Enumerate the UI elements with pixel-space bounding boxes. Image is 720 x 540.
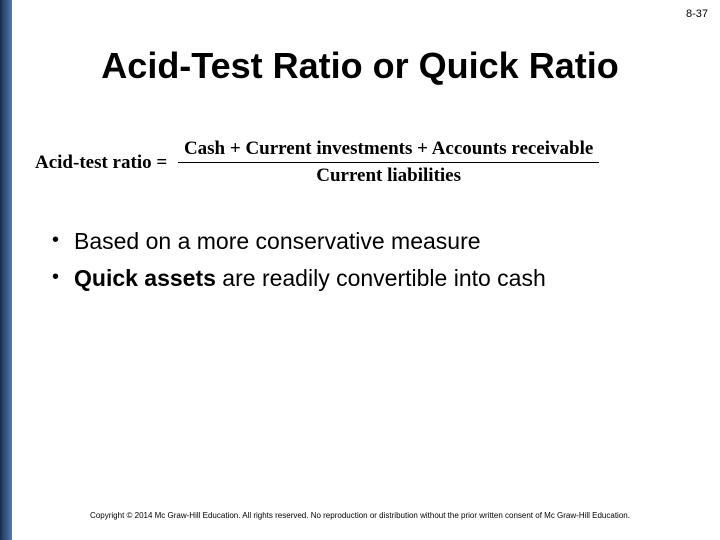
- slide-title: Acid-Test Ratio or Quick Ratio: [0, 45, 720, 87]
- bullet-text: Quick assets are readily convertible int…: [74, 262, 680, 295]
- bullet-list: • Based on a more conservative measure •…: [52, 225, 680, 300]
- bullet-tail: Based on a more conservative measure: [74, 228, 481, 254]
- list-item: • Based on a more conservative measure: [52, 225, 680, 258]
- bullet-text: Based on a more conservative measure: [74, 225, 680, 258]
- bullet-marker: •: [52, 262, 74, 292]
- bullet-marker: •: [52, 225, 74, 255]
- list-item: • Quick assets are readily convertible i…: [52, 262, 680, 295]
- bullet-bold: Quick assets: [74, 265, 216, 291]
- copyright-footer: Copyright © 2014 Mc Graw-Hill Education.…: [0, 511, 720, 520]
- formula: Acid-test ratio = Cash + Current investm…: [35, 138, 700, 187]
- page-number: 8-37: [686, 8, 708, 20]
- bullet-tail: are readily convertible into cash: [216, 265, 546, 291]
- formula-denominator: Current liabilities: [178, 163, 599, 187]
- formula-lhs: Acid-test ratio =: [35, 152, 167, 174]
- formula-fraction: Cash + Current investments + Accounts re…: [178, 138, 599, 187]
- formula-numerator: Cash + Current investments + Accounts re…: [178, 138, 599, 163]
